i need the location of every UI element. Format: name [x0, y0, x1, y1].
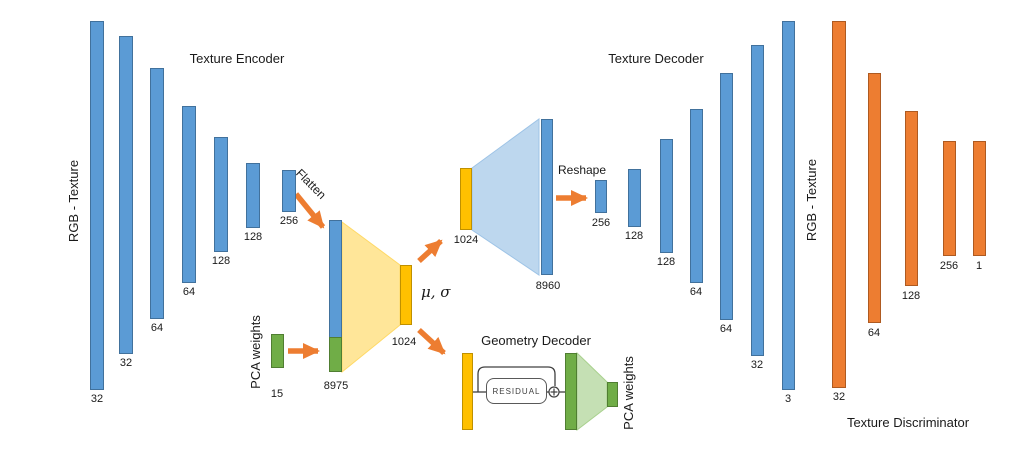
- decoder-layer-label: 64: [719, 323, 733, 335]
- residual-label: RESIDUAL: [492, 386, 541, 396]
- decoder-layer-bar: [660, 139, 673, 253]
- flatten-arrow: [293, 192, 326, 229]
- geometry-funnel: [576, 351, 608, 432]
- geometry-input-bar: [462, 353, 473, 430]
- discriminator-layer-label: 128: [901, 290, 921, 302]
- decoder-input-bar: [460, 168, 472, 230]
- decoder-flattened-bar: [541, 119, 553, 275]
- decoder-layer-bar: [720, 73, 733, 320]
- encoder-layer-bar: [119, 36, 133, 354]
- decoder-layer-label: 256: [591, 217, 611, 229]
- discriminator-layer-label: 256: [939, 260, 959, 272]
- latent-to-geometry-decoder-arrow: [417, 327, 446, 356]
- discriminator-layer-bar: [868, 73, 881, 323]
- skip-connection-wire: [477, 366, 556, 392]
- decoder-input-label: 1024: [453, 234, 479, 246]
- flattened-bar-label: 8975: [323, 380, 349, 392]
- pca-input-bar-label: 15: [270, 388, 284, 400]
- pca-input-bar: [271, 334, 284, 368]
- decoder-layer-bar: [690, 109, 703, 283]
- encoder-layer-bar: [150, 68, 164, 319]
- latent-size-label: 1024: [391, 336, 417, 348]
- decoder-layer-bar: [751, 45, 764, 356]
- encoder-layer-label: 128: [211, 255, 231, 267]
- plus-circle-icon: [548, 386, 560, 398]
- encoder-layer-bar: [90, 21, 104, 390]
- geometry-hidden-bar: [565, 353, 577, 430]
- latent-to-texture-decoder-arrow: [417, 238, 443, 264]
- decoder-layer-label: 128: [656, 256, 676, 268]
- decoder-layer-bar: [628, 169, 641, 227]
- decoder-layer-label: 64: [689, 286, 703, 298]
- discriminator-title: Texture Discriminator: [846, 415, 970, 430]
- flattened-pca-bar: [329, 337, 342, 372]
- encoder-layer-label: 32: [119, 357, 133, 369]
- decoder-output-axis-label: RGB - Texture: [804, 158, 819, 242]
- encoder-layer-label: 128: [243, 231, 263, 243]
- discriminator-layer-bar: [832, 21, 846, 388]
- reshape-label: Reshape: [557, 163, 607, 177]
- encoder-layer-label: 32: [90, 393, 104, 405]
- encoder-input-axis-label: RGB - Texture: [66, 159, 81, 243]
- discriminator-layer-bar: [943, 141, 956, 256]
- encoder-funnel: [341, 221, 401, 374]
- encoder-layer-bar: [246, 163, 260, 228]
- encoder-layer-label: 64: [182, 286, 196, 298]
- decoder-layer-label: 128: [624, 230, 644, 242]
- discriminator-layer-label: 1: [975, 260, 983, 272]
- geometry-output-axis-label: PCA weights: [621, 356, 636, 430]
- discriminator-layer-label: 64: [867, 327, 881, 339]
- discriminator-layer-bar: [905, 111, 918, 286]
- decoder-layer-label: 3: [784, 393, 792, 405]
- encoder-layer-label: 64: [150, 322, 164, 334]
- pca-input-axis-label: PCA weights: [248, 315, 263, 389]
- flattened-texture-bar: [329, 220, 342, 338]
- geometry-output-bar: [607, 382, 618, 407]
- latent-mu-sigma-bar: [400, 265, 412, 325]
- decoder-funnel: [471, 118, 540, 276]
- discriminator-layer-bar: [973, 141, 986, 256]
- residual-block: RESIDUAL: [486, 378, 547, 404]
- geometry-decoder-title: Geometry Decoder: [481, 333, 591, 348]
- discriminator-layer-label: 32: [832, 391, 846, 403]
- encoder-layer-bar: [214, 137, 228, 252]
- encoder-layer-label: 256: [279, 215, 299, 227]
- encoder-title: Texture Encoder: [189, 51, 285, 66]
- decoder-layer-label: 32: [750, 359, 764, 371]
- mu-sigma-label: μ, σ: [421, 283, 451, 301]
- decoder-layer-bar: [782, 21, 795, 390]
- encoder-layer-bar: [182, 106, 196, 283]
- decoder-flattened-label: 8960: [535, 280, 561, 292]
- texture-decoder-title: Texture Decoder: [608, 51, 704, 66]
- decoder-layer-bar: [595, 180, 607, 213]
- encoder-layer-bar: [282, 170, 296, 212]
